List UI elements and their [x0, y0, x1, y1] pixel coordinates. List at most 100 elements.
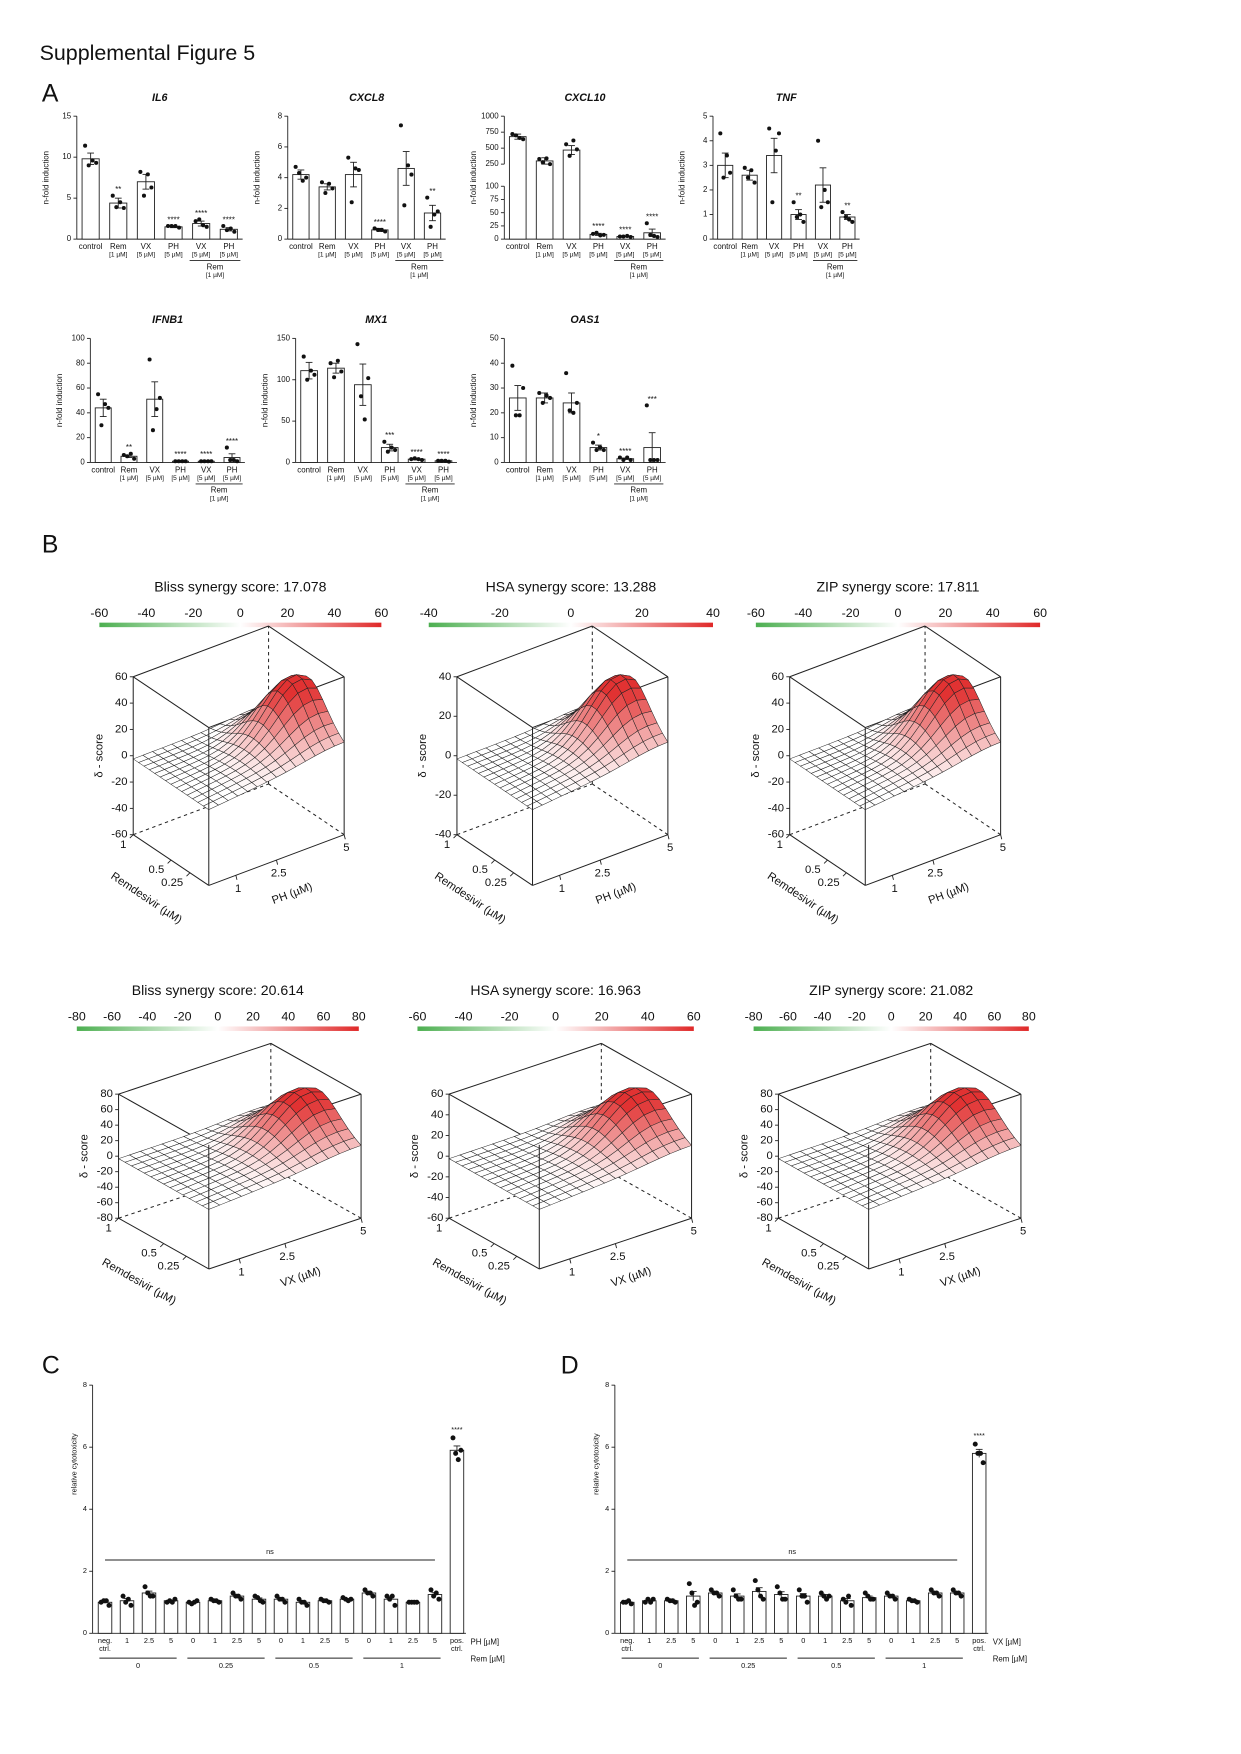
group-label: Rem [207, 262, 224, 271]
group-label: Rem [630, 486, 647, 495]
data-point [513, 413, 518, 418]
z-tick-label: -40 [768, 802, 784, 814]
data-point [425, 195, 430, 200]
x-tick-label: 5 [343, 842, 349, 854]
data-point [791, 200, 796, 205]
box-edge [118, 1042, 271, 1095]
bar [861, 1597, 877, 1634]
y-tick [490, 1243, 495, 1248]
category-note: [5 µM] [589, 475, 607, 482]
box-edge [268, 783, 345, 836]
category-note: [5 µM] [423, 252, 441, 259]
chart-title: CXCL10 [564, 92, 605, 104]
category-note: [5 µM] [589, 252, 607, 259]
x-tick-label: 5 [1000, 842, 1006, 854]
x-tick-label: 2.5 [939, 1251, 955, 1263]
x-tick-label: 2.5 [320, 1636, 330, 1645]
x-tick [691, 1218, 694, 1223]
x-tick-label: 2.5 [610, 1251, 626, 1263]
bar [927, 1592, 943, 1634]
bar [620, 1601, 635, 1634]
group-label: 0 [136, 1661, 140, 1670]
data-point [544, 156, 549, 161]
box-edge [778, 1042, 931, 1095]
group-label: Rem [630, 262, 647, 271]
x-tick-label: Rem [110, 242, 127, 251]
y-tick-label: 0 [67, 234, 72, 243]
y-tick-label: 5 [703, 111, 708, 120]
y-tick-label: 4 [83, 1504, 87, 1513]
x-tick-label: control [713, 242, 737, 251]
x-tick-label: control [289, 242, 313, 251]
z-tick-label: -40 [756, 1181, 772, 1193]
x-tick [276, 859, 279, 865]
significance: **** [619, 225, 631, 234]
y-tick [509, 872, 514, 877]
data-point [339, 369, 344, 374]
box-edge [456, 676, 533, 728]
y-tick-label: 0.5 [805, 864, 821, 876]
y-tick-label: 0 [494, 234, 499, 243]
data-point [621, 234, 626, 239]
data-point [301, 354, 306, 359]
data-point [890, 1593, 896, 1599]
z-tick-label: 0 [778, 750, 784, 762]
panel-label: C [42, 1353, 60, 1380]
y-tick-label: 25 [490, 221, 499, 230]
surface-title: ZIP synergy score: 17.811 [816, 578, 979, 594]
significance: **** [410, 448, 422, 457]
group-label: 0.5 [831, 1661, 841, 1670]
x-tick-label: 1 [647, 1636, 651, 1645]
data-point [655, 457, 660, 463]
x-tick [559, 875, 562, 880]
box-edge [270, 1042, 362, 1095]
data-point [297, 171, 302, 176]
y-tick-label: 0.25 [488, 1260, 510, 1272]
bar [949, 1592, 965, 1634]
x-tick-label: 5 [345, 1636, 349, 1645]
bar [317, 1600, 333, 1634]
data-point [540, 160, 545, 165]
data-point [428, 1587, 434, 1593]
data-point [846, 1593, 852, 1599]
category-note: [5 µM] [562, 252, 580, 259]
colorbar-tick-label: 60 [988, 1010, 1002, 1024]
x-tick-label: control [79, 242, 103, 251]
x-tick-label: 5 [433, 1636, 437, 1645]
x-tick-label: VX [401, 242, 412, 251]
chart-title: IFNB1 [152, 314, 183, 326]
colorbar-tick-label: 20 [938, 606, 952, 620]
x-tick-label: VX [566, 465, 577, 474]
data-point [106, 405, 111, 410]
bar [818, 1595, 833, 1634]
data-point [228, 457, 233, 463]
data-point [147, 357, 152, 362]
data-point [625, 233, 630, 238]
data-point [83, 143, 88, 148]
x-axis-label: VX (µM) [279, 1265, 322, 1290]
x-tick-label: pos. ctrl. [972, 1636, 986, 1653]
category-note: [5 µM] [407, 475, 425, 482]
data-point [379, 227, 384, 232]
x-tick-label: PH [593, 242, 604, 251]
x-tick-label: neg. ctrl. [620, 1636, 634, 1653]
x-tick-label: 1 [559, 883, 565, 895]
bar [508, 136, 527, 240]
x-tick-label: PH [223, 242, 234, 251]
colorbar [428, 622, 713, 628]
colorbar-tick-label: 0 [895, 606, 902, 620]
x-tick [238, 1258, 241, 1264]
bar [449, 1449, 465, 1634]
category-note: [5 µM] [789, 252, 807, 259]
data-point [169, 223, 174, 229]
data-point [367, 1590, 373, 1596]
y-tick-label: 0 [80, 458, 85, 467]
data-point [850, 219, 855, 224]
data-point [547, 162, 553, 167]
category-note: [5 µM] [814, 252, 832, 259]
group-note: [1 µM] [206, 272, 224, 279]
chart-title: OAS1 [570, 314, 599, 326]
y-tick-label: 0.5 [801, 1248, 817, 1260]
data-point [435, 209, 440, 214]
data-point [773, 148, 778, 153]
